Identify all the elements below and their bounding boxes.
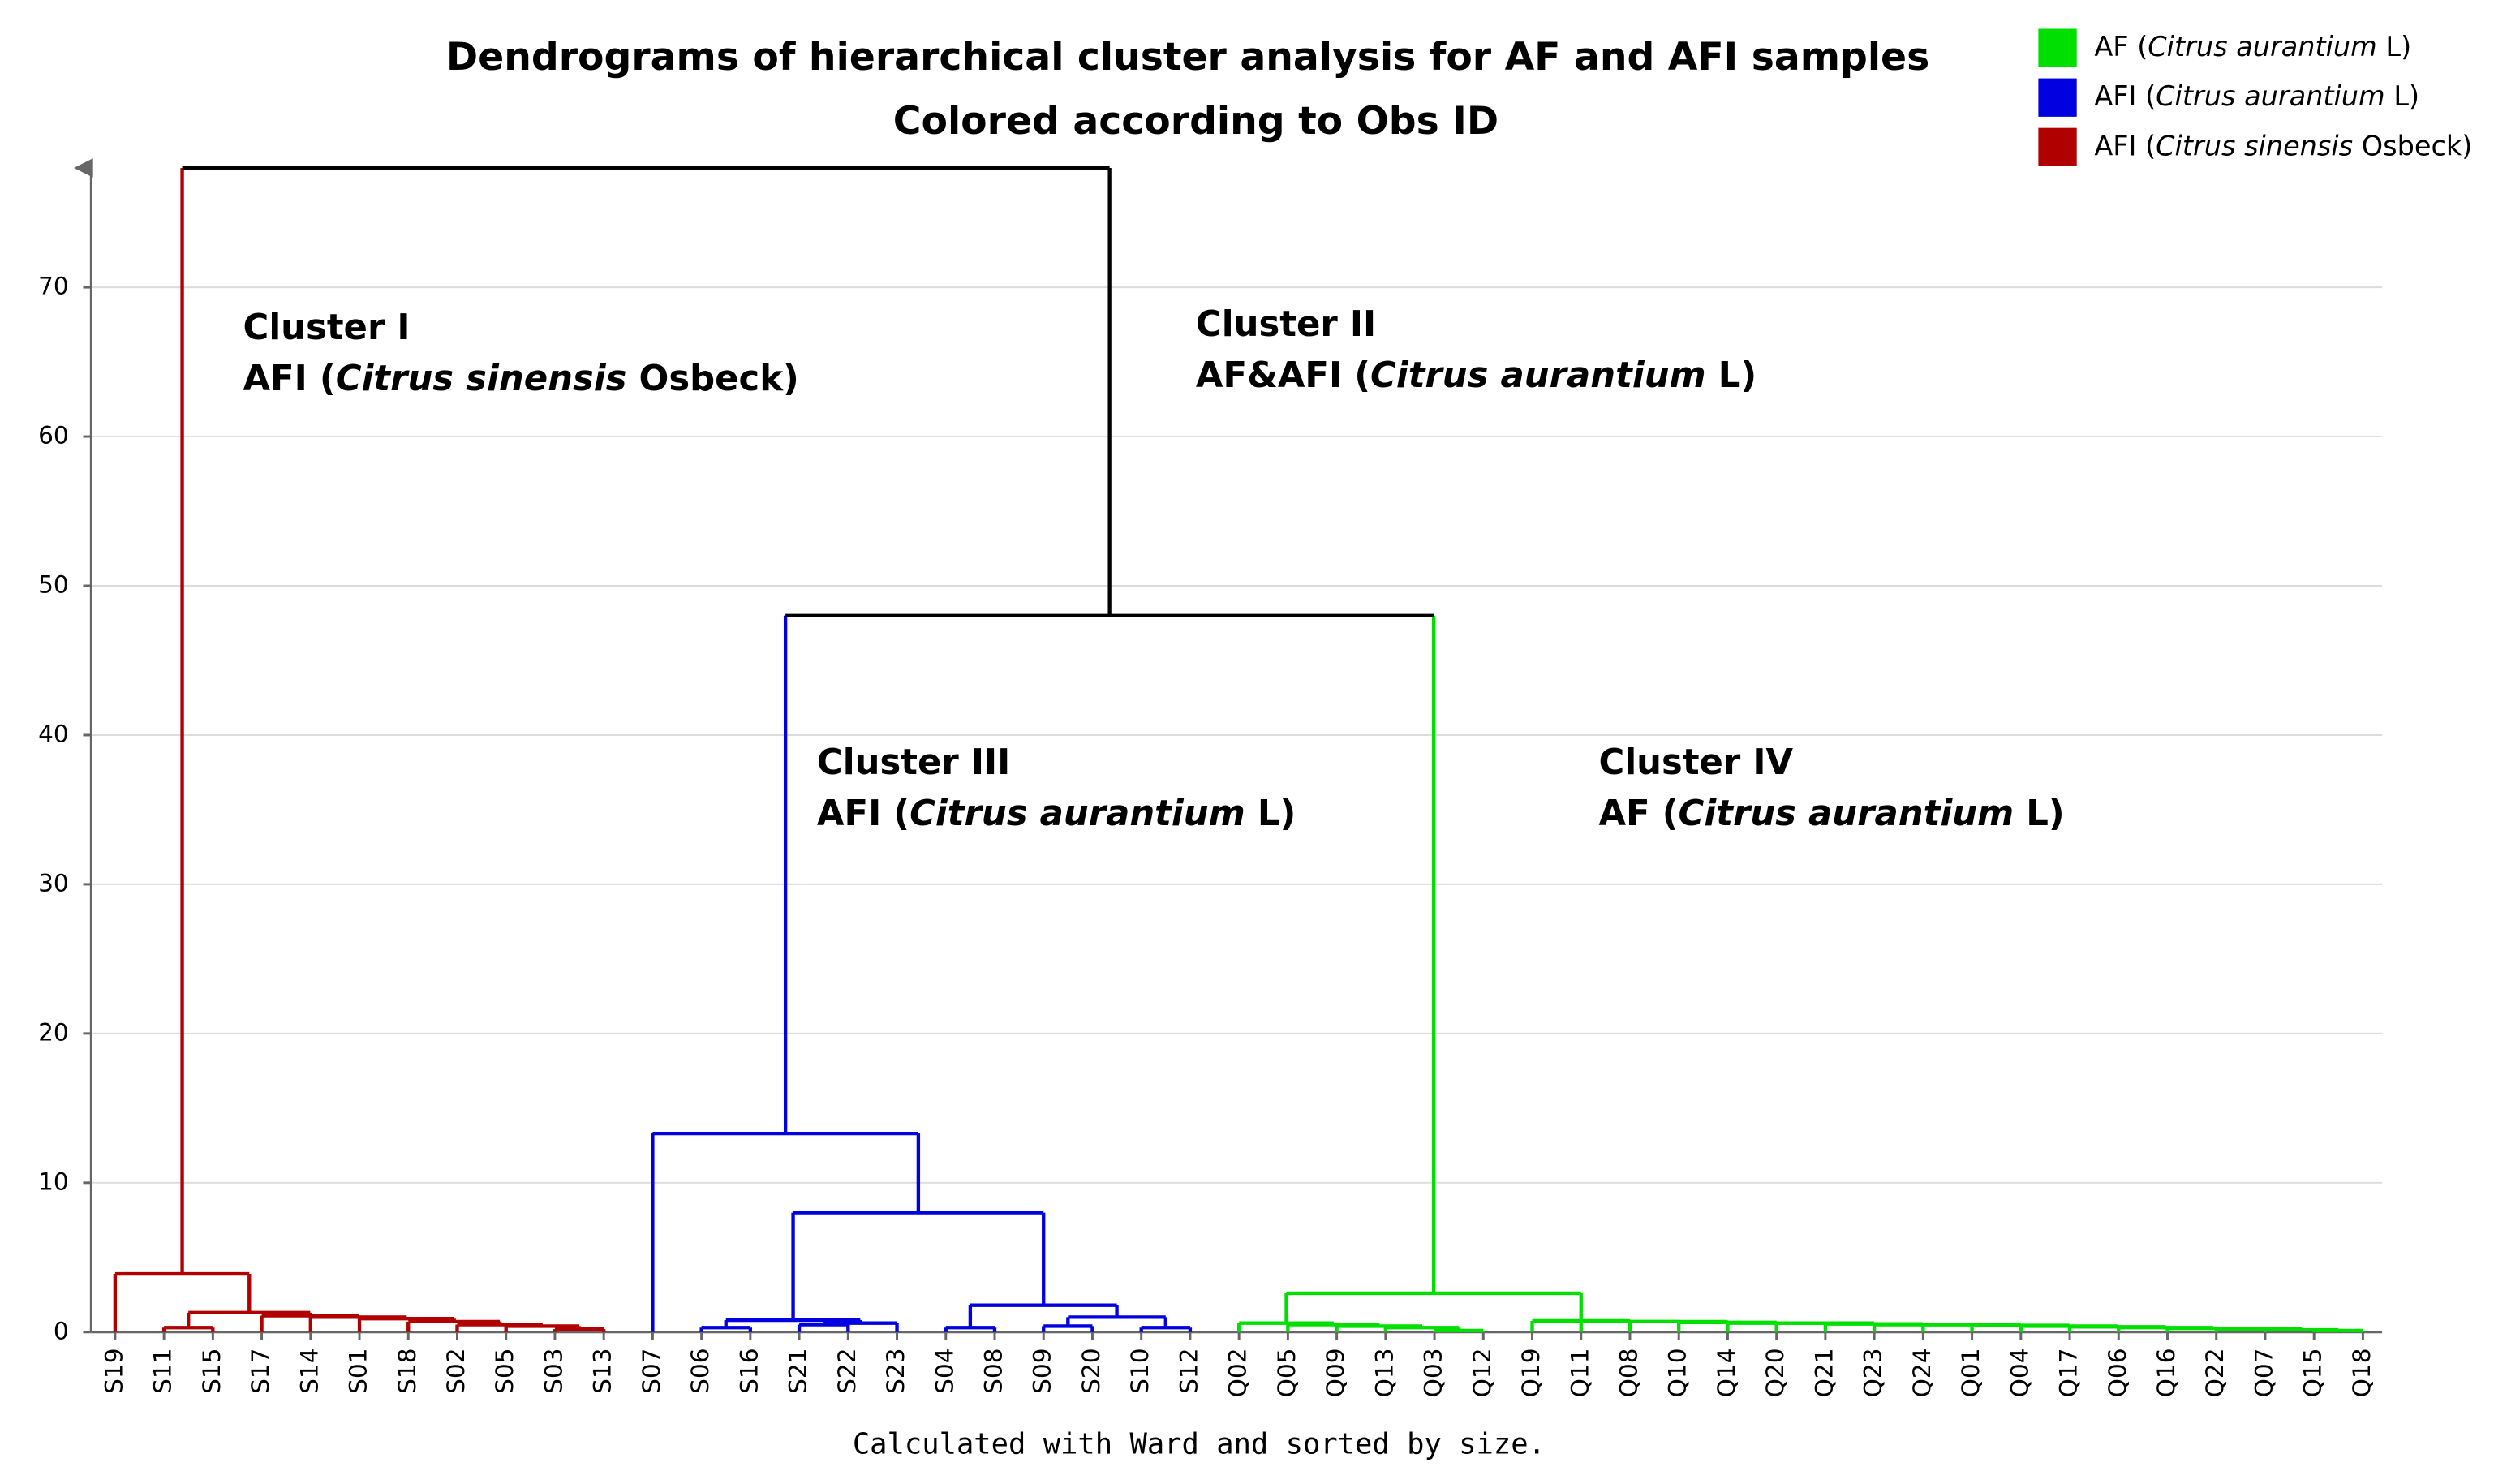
x-tick-label: S01 [345,1348,372,1393]
x-tick-label: Q16 [2152,1348,2180,1397]
x-tick-label: S13 [589,1348,617,1393]
x-tick-label: Q22 [2201,1348,2229,1397]
x-tick-label: S07 [638,1348,665,1393]
x-tick-label: Q19 [1517,1348,1545,1397]
text-part: AF ( [2094,31,2148,62]
x-tick-label: S08 [980,1348,1008,1393]
text-part: AF&AFI ( [1196,355,1370,396]
cluster-annotation: Cluster I [243,308,411,348]
legend-swatch [2038,78,2077,117]
text-part: Citrus aurantium [2148,31,2377,62]
text-part: Cluster I [243,308,411,348]
y-tick-label: 70 [38,273,69,300]
x-tick-label: S04 [931,1348,958,1393]
text-part: L) [1706,355,1757,396]
x-tick-label: Q08 [1615,1348,1642,1397]
x-tick-label: S06 [686,1348,714,1393]
x-tick-label: S14 [295,1348,323,1393]
text-part: L) [1245,794,1296,834]
x-tick-label: S05 [491,1348,518,1393]
y-tick-label: 0 [54,1317,69,1344]
x-tick-label: Q05 [1273,1348,1301,1397]
x-tick-label: Q18 [2348,1348,2376,1397]
x-tick-label: Q12 [1468,1348,1496,1397]
legend-swatch [2038,127,2077,166]
x-tick-label: S11 [149,1348,177,1393]
y-tick-label: 30 [38,869,69,897]
text-part: Citrus aurantium [909,794,1245,834]
x-tick-label: Q02 [1224,1348,1252,1397]
text-part: Cluster III [817,742,1010,783]
text-part: Citrus aurantium [1370,355,1706,396]
text-part: Osbeck) [2353,130,2472,161]
text-part: Osbeck) [626,359,798,399]
x-tick-label: S12 [1175,1348,1202,1393]
y-tick-label: 10 [38,1168,69,1195]
text-part: Cluster IV [1599,742,1794,783]
x-tick-label: Q11 [1566,1348,1593,1397]
x-tick-label: S10 [1126,1348,1154,1393]
x-tick-label: S23 [882,1348,909,1393]
x-tick-label: Q09 [1322,1348,1349,1397]
legend-label: AFI (Citrus aurantium L) [2094,80,2419,112]
x-tick-label: S18 [393,1348,421,1393]
cluster-annotation: AFI (Citrus sinensis Osbeck) [243,359,799,399]
x-axis-label: Calculated with Ward and sorted by size. [853,1428,1546,1461]
y-tick-label: 60 [38,422,69,450]
x-tick-label: S02 [442,1348,470,1393]
cluster-annotation: AF&AFI (Citrus aurantium L) [1196,355,1757,396]
legend-swatch [2038,28,2077,67]
legend-label: AFI (Citrus sinensis Osbeck) [2094,130,2472,161]
x-tick-label: Q14 [1713,1348,1740,1397]
text-part: L) [2014,794,2065,834]
cluster-annotation: Cluster IV [1599,742,1794,783]
text-part: L) [2377,31,2411,62]
x-tick-label: Q04 [2006,1348,2033,1397]
x-tick-label: S22 [833,1348,861,1393]
x-tick-label: S15 [198,1348,226,1393]
chart-title: Dendrograms of hierarchical cluster anal… [446,35,1929,80]
x-tick-label: Q07 [2250,1348,2277,1397]
x-tick-label: S21 [785,1348,812,1393]
x-tick-label: Q15 [2299,1348,2327,1397]
text-part: Cluster II [1196,304,1376,345]
x-tick-label: Q06 [2104,1348,2131,1397]
x-tick-label: Q03 [1420,1348,1447,1397]
chart-subtitle: Colored according to Obs ID [893,99,1499,144]
x-tick-label: S17 [247,1348,274,1393]
y-tick-label: 20 [38,1018,69,1046]
text-part: AFI ( [817,794,909,834]
x-tick-label: Q24 [1908,1348,1936,1397]
text-part: L) [2385,80,2419,112]
x-tick-label: Q21 [1810,1348,1838,1397]
cluster-annotation: Cluster III [817,742,1010,783]
text-part: AFI ( [2094,80,2156,112]
x-tick-label: Q20 [1761,1348,1789,1397]
text-part: Citrus aurantium [2156,80,2385,112]
text-part: Citrus sinensis [2156,130,2353,161]
cluster-annotation: Cluster II [1196,304,1376,345]
text-part: Citrus aurantium [1679,794,2015,834]
x-tick-label: Q13 [1370,1348,1398,1397]
y-tick-label: 40 [38,720,69,747]
cluster-annotation: AFI (Citrus aurantium L) [817,794,1296,834]
y-tick-label: 50 [38,571,69,599]
x-tick-label: Q23 [1860,1348,1887,1397]
x-tick-label: Q10 [1664,1348,1692,1397]
legend-label: AF (Citrus aurantium L) [2094,31,2411,62]
x-tick-label: S09 [1029,1348,1056,1393]
x-tick-label: S03 [540,1348,567,1393]
text-part: AFI ( [243,359,336,399]
x-tick-label: Q17 [2055,1348,2083,1397]
text-part: AFI ( [2094,130,2156,161]
x-tick-label: S16 [735,1348,763,1393]
x-tick-label: S19 [100,1348,127,1393]
text-part: AF ( [1599,794,1679,834]
x-tick-label: Q01 [1957,1348,1984,1397]
x-tick-label: S20 [1077,1348,1105,1393]
text-part: Citrus sinensis [336,359,627,399]
cluster-annotation: AF (Citrus aurantium L) [1599,794,2065,834]
